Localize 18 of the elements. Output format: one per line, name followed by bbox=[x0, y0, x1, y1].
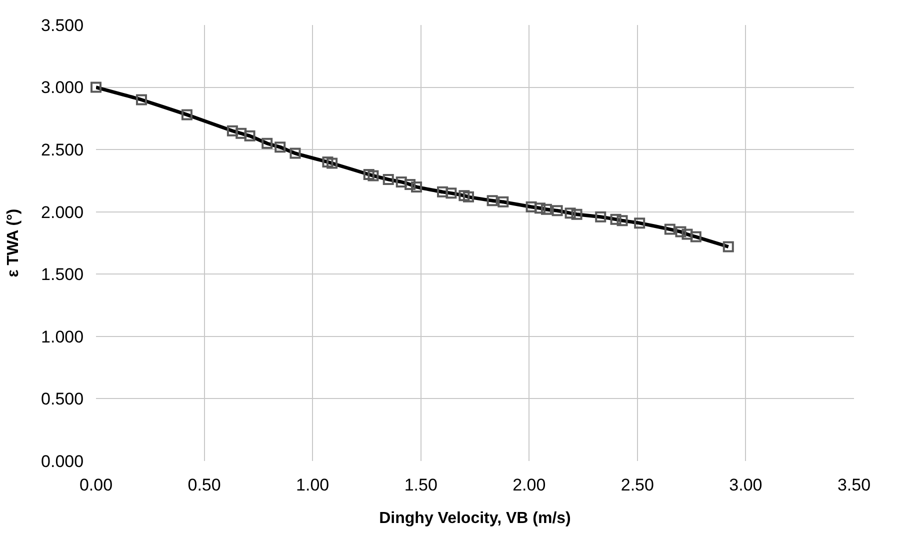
y-tick-label: 0.000 bbox=[41, 452, 84, 471]
x-tick-label: 3.50 bbox=[837, 475, 871, 494]
x-tick-label: 2.50 bbox=[620, 475, 654, 494]
y-tick-label: 0.500 bbox=[41, 390, 84, 409]
x-tick-label: 1.50 bbox=[404, 475, 438, 494]
x-tick-label: 0.50 bbox=[188, 475, 221, 494]
x-tick-label: 0.00 bbox=[79, 475, 113, 494]
y-tick-label: 2.000 bbox=[41, 202, 84, 222]
y-tick-label: 3.500 bbox=[41, 16, 84, 35]
x-tick-label: 3.00 bbox=[729, 475, 762, 494]
x-axis-title: Dinghy Velocity, VB (m/s) bbox=[379, 510, 571, 528]
y-tick-label: 3.000 bbox=[41, 78, 84, 98]
y-tick-label: 1.500 bbox=[41, 265, 84, 284]
y-tick-label: 2.500 bbox=[41, 140, 84, 160]
x-tick-label: 2.00 bbox=[512, 475, 546, 494]
x-tick-label: 1.00 bbox=[296, 475, 330, 494]
y-axis-title: ε TWA (°) bbox=[4, 208, 22, 278]
y-tick-label: 1.000 bbox=[41, 327, 84, 346]
